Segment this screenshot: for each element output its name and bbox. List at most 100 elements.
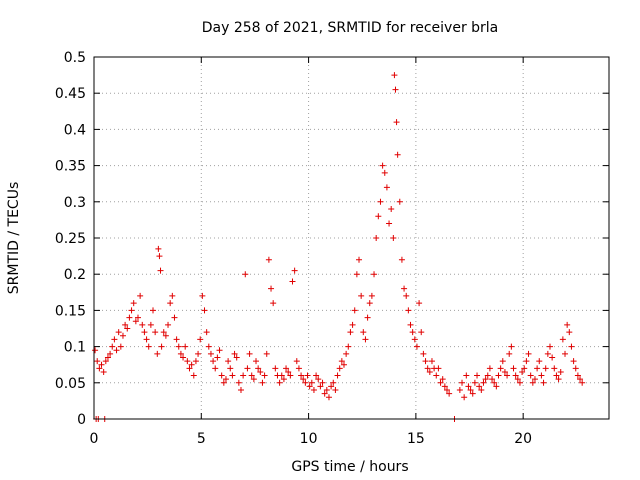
data-point: [394, 151, 401, 158]
data-point: [328, 383, 335, 390]
data-point: [373, 235, 380, 241]
y-tick-label: 0.15: [55, 303, 86, 319]
data-point: [368, 292, 375, 299]
data-point: [459, 379, 466, 386]
data-point: [544, 350, 551, 357]
data-point: [534, 365, 541, 372]
data-point: [557, 368, 564, 375]
data-point: [527, 372, 534, 379]
data-point: [325, 394, 332, 401]
y-tick-label: 0.1: [64, 340, 86, 356]
data-point: [188, 361, 195, 368]
data-point: [441, 383, 448, 390]
data-point: [92, 347, 99, 354]
data-point: [386, 220, 393, 227]
data-point: [210, 358, 217, 365]
data-point: [362, 336, 369, 343]
data-point: [574, 372, 581, 379]
data-point: [165, 321, 172, 328]
data-point: [100, 368, 107, 375]
data-point: [347, 329, 354, 336]
x-tick-label: 5: [197, 431, 206, 447]
data-point: [272, 365, 279, 372]
x-tick-label: 0: [90, 431, 99, 447]
data-point: [482, 376, 489, 383]
data-point: [130, 300, 137, 307]
data-point: [220, 379, 227, 386]
data-point: [102, 358, 109, 365]
data-point: [358, 292, 365, 299]
data-point: [521, 365, 528, 372]
data-point: [388, 206, 395, 213]
y-tick-label: 0.45: [55, 86, 86, 102]
data-point: [212, 365, 219, 372]
data-point: [231, 350, 238, 357]
data-point: [467, 387, 474, 394]
data-point: [280, 376, 287, 383]
data-point: [553, 372, 560, 379]
data-point: [401, 285, 408, 292]
data-point: [349, 321, 356, 328]
data-point: [160, 329, 167, 336]
data-point: [323, 387, 330, 394]
y-tick-label: 0.05: [55, 376, 86, 392]
data-point: [293, 358, 300, 365]
data-point: [356, 256, 363, 263]
data-point: [504, 372, 511, 379]
data-point: [167, 300, 174, 307]
data-point: [107, 350, 114, 357]
data-point: [248, 372, 255, 379]
data-point: [456, 387, 463, 394]
y-axis-label: SRMTID / TECUs: [6, 182, 22, 295]
grid-lines: [94, 57, 609, 419]
data-point: [510, 365, 517, 372]
data-point: [295, 365, 302, 372]
data-point: [152, 329, 159, 336]
data-point: [579, 379, 586, 386]
data-point: [141, 329, 148, 336]
data-point: [439, 376, 446, 383]
data-point: [169, 292, 176, 299]
data-point: [268, 285, 275, 292]
data-point: [122, 321, 129, 328]
data-point: [154, 350, 161, 357]
data-point: [244, 365, 251, 372]
data-point: [157, 267, 164, 274]
data-point: [265, 256, 272, 263]
data-point: [506, 350, 513, 357]
data-point: [377, 198, 384, 205]
data-point: [235, 379, 242, 386]
data-point: [364, 314, 371, 321]
data-point: [551, 365, 558, 372]
data-point: [340, 361, 347, 368]
data-point: [113, 347, 120, 354]
data-point: [137, 292, 144, 299]
data-point: [495, 372, 502, 379]
data-point: [531, 376, 538, 383]
data-point: [549, 354, 556, 361]
data-point: [156, 253, 163, 260]
data-point: [538, 372, 545, 379]
data-point: [134, 314, 141, 321]
data-point: [446, 390, 453, 397]
data-point: [366, 300, 373, 307]
data-point: [465, 383, 472, 390]
data-point: [298, 372, 305, 379]
data-point: [568, 343, 575, 350]
x-tick-label: 15: [407, 431, 425, 447]
y-tick-label: 0.25: [55, 231, 86, 247]
data-point: [572, 365, 579, 372]
data-point: [313, 372, 320, 379]
data-point: [512, 372, 519, 379]
data-point: [353, 271, 360, 278]
data-point: [182, 343, 189, 350]
data-point: [96, 365, 103, 372]
data-point: [416, 300, 423, 307]
data-point: [115, 329, 122, 336]
data-point: [197, 336, 204, 343]
data-point: [287, 372, 294, 379]
data-point: [437, 379, 444, 386]
data-point: [289, 278, 296, 285]
data-point: [276, 379, 283, 386]
data-point: [501, 368, 508, 375]
